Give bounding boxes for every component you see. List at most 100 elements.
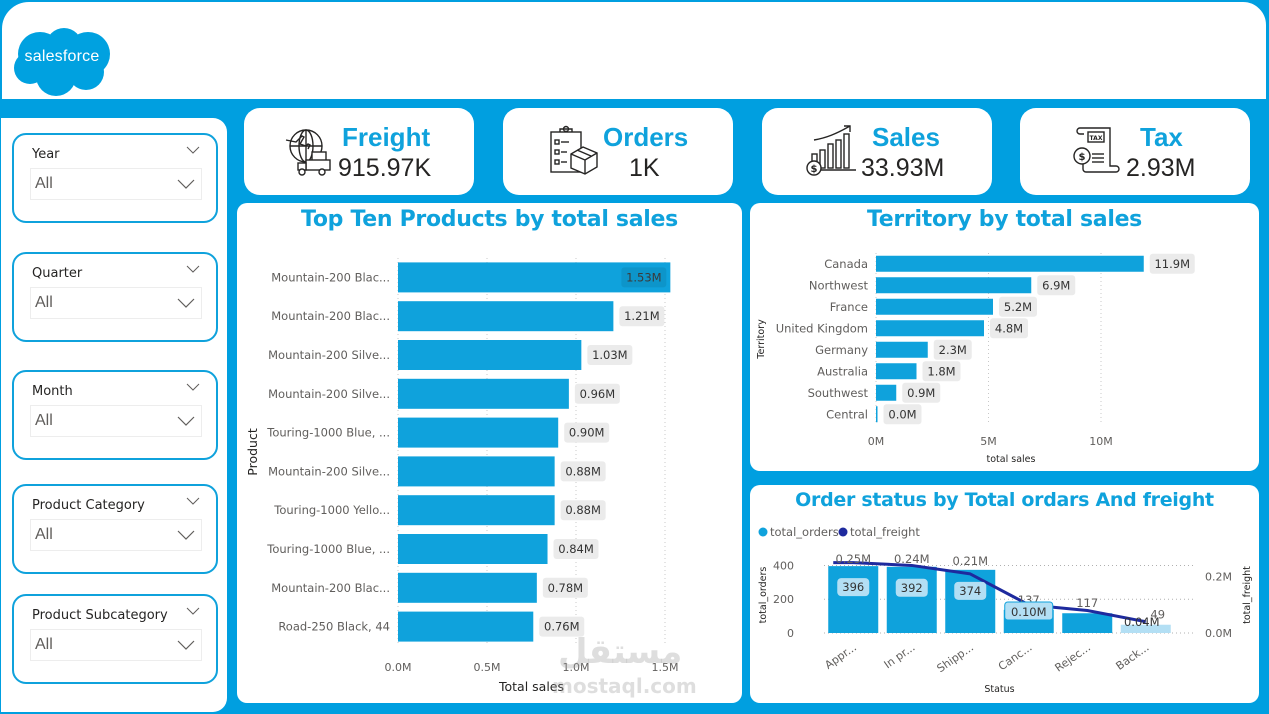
slicer-label: Month [32, 384, 73, 399]
bar [398, 417, 559, 448]
category-label: Central [826, 407, 868, 421]
data-label: 6.9M [1042, 278, 1070, 292]
slicer-value: All [35, 412, 53, 429]
slicer-dropdown[interactable]: All [30, 287, 202, 319]
bar [398, 456, 555, 487]
top-products-chart-panel: Top Ten Products by total sales 0.0M 0.5M… [237, 203, 742, 703]
sales-growth-chart-icon: $ [806, 125, 856, 176]
bar [398, 611, 534, 642]
chevron-down-icon[interactable] [186, 382, 200, 392]
data-label: 5.2M [1004, 300, 1032, 314]
data-label-bg [560, 500, 606, 521]
x-tick-label: 1.5M [652, 661, 679, 674]
tax-document-icon: TAX $ [1073, 127, 1120, 173]
x-tick-label: 5M [980, 435, 997, 448]
data-label-bg [542, 577, 588, 598]
kpi-value: 33.93M [861, 154, 945, 182]
cloud-logo-icon [14, 28, 110, 96]
data-label: 4.8M [995, 321, 1023, 335]
slicer-month[interactable]: Month All [12, 370, 218, 460]
y2-tick-label: 0.0M [1205, 627, 1232, 640]
slicer-year[interactable]: Year All [12, 133, 218, 223]
bar [876, 384, 897, 401]
category-label: Shipp... [935, 641, 976, 675]
chevron-down-icon[interactable] [186, 264, 200, 274]
data-label-bg [954, 581, 987, 600]
data-label-bg [1037, 275, 1076, 296]
kpi-card-sales: $ Sales 33.93M [762, 108, 992, 195]
bar [876, 298, 993, 315]
data-label-bg [574, 383, 620, 404]
x-tick-label: 1.0M [563, 661, 590, 674]
data-label: 2.3M [939, 343, 967, 357]
bar [398, 572, 537, 603]
category-label: Back... [1114, 641, 1152, 673]
kpi-card-freight: Freight 915.97K [244, 108, 474, 195]
bar-data-label: 374 [959, 584, 981, 598]
slicer-dropdown[interactable]: All [30, 168, 202, 200]
chevron-down-icon [177, 179, 195, 189]
kpi-value: 2.93M [1126, 154, 1196, 182]
bar-data-label: 392 [901, 581, 923, 595]
kpi-label: Sales [872, 122, 940, 152]
category-label: Touring-1000 Yello... [273, 503, 390, 517]
x-axis-title: Status [984, 684, 1014, 695]
slicer-dropdown[interactable]: All [30, 405, 202, 437]
data-label-bg [1004, 601, 1054, 621]
category-label: Canc... [996, 641, 1035, 673]
svg-text:$: $ [811, 164, 818, 175]
category-label: Mountain-200 Silve... [268, 464, 390, 478]
y2-axis-title: total_freight [1242, 566, 1253, 624]
bar-data-label: 396 [842, 580, 864, 594]
category-label: Rejec... [1053, 641, 1093, 675]
bar [1062, 613, 1113, 633]
category-label: Appr... [822, 641, 859, 672]
category-label: Mountain-200 Silve... [268, 387, 390, 401]
territory-chart-panel: Territory by total sales 0M 5M 10M Canada 11… [750, 203, 1259, 471]
chart-title: Top Ten Products by total sales [301, 207, 678, 232]
y-axis-title: Product [245, 428, 260, 476]
kpi-card-orders: Orders 1K [503, 108, 733, 195]
chart-title: Order status by Total ordars And freight [795, 489, 1214, 511]
bar [398, 262, 671, 293]
category-label: Mountain-200 Blac... [271, 309, 390, 323]
category-label: In pr... [882, 641, 918, 672]
header-bar: salesforce [1, 1, 1267, 100]
y-tick-label: 200 [773, 593, 794, 606]
slicer-product-subcategory[interactable]: Product Subcategory All [12, 594, 218, 684]
filter-sidebar: Year All Quarter All Month All Product C… [1, 118, 227, 712]
legend-marker-total-orders [758, 527, 768, 537]
y-axis-title: total_orders [758, 567, 769, 624]
bar [945, 569, 996, 633]
x-axis-title: Total sales [498, 679, 564, 694]
chevron-down-icon[interactable] [186, 496, 200, 506]
category-label: Germany [815, 343, 868, 357]
slicer-product-category[interactable]: Product Category All [12, 484, 218, 574]
slicer-dropdown[interactable]: All [30, 519, 202, 551]
chevron-down-icon[interactable] [186, 606, 200, 616]
chevron-down-icon [177, 640, 195, 650]
bar [398, 340, 582, 370]
data-label-bg [621, 267, 667, 288]
slicer-label: Year [32, 147, 60, 162]
bar [876, 363, 917, 380]
data-label: 0.0M [888, 407, 916, 421]
category-label: Mountain-200 Blac... [271, 581, 390, 595]
category-label: Canada [824, 257, 868, 271]
slicer-quarter[interactable]: Quarter All [12, 252, 218, 342]
bar [398, 534, 548, 564]
data-label: 0.88M [565, 464, 601, 478]
kpi-label: Freight [342, 122, 431, 152]
bar [876, 406, 878, 423]
bar [876, 320, 984, 337]
chevron-down-icon[interactable] [186, 145, 200, 155]
order-status-combo-chart: total_orders total_freight 0 200 400 0.0M 0.2M… [758, 525, 1253, 695]
slicer-dropdown[interactable]: All [30, 629, 202, 661]
data-label-bg [619, 306, 665, 327]
slicer-label: Quarter [32, 266, 83, 281]
order-status-chart-panel: Order status by Total ordars And freight… [750, 485, 1259, 703]
line-data-label: 0.25M [835, 552, 871, 566]
data-label: 0.96M [580, 387, 616, 401]
category-label: Mountain-200 Blac... [271, 270, 390, 284]
slicer-value: All [35, 636, 53, 653]
